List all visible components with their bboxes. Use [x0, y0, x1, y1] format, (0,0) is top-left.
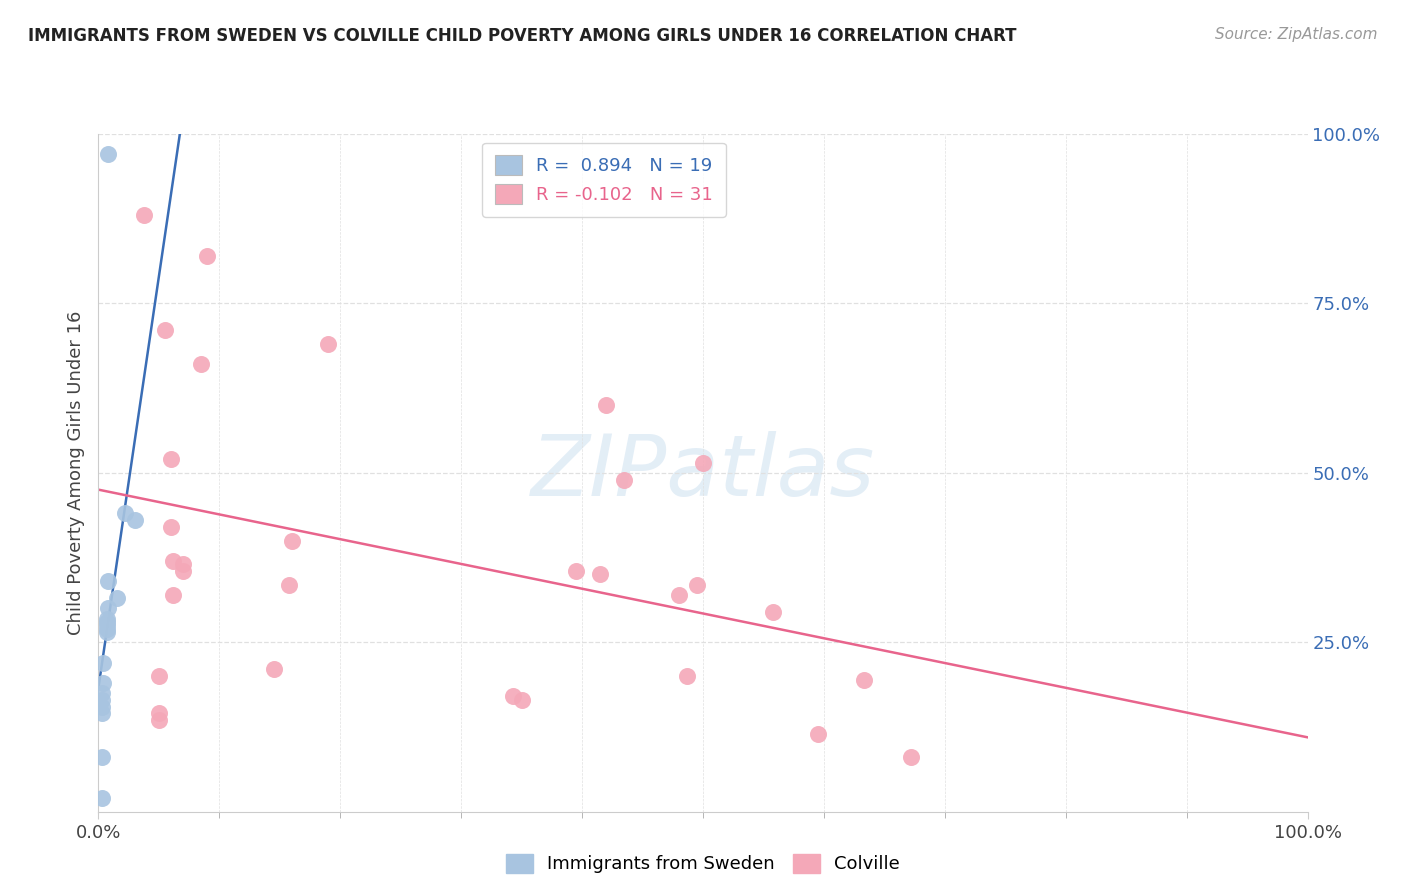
- Point: [91, 693, 114, 707]
- Point: [91, 686, 114, 700]
- Point: [676, 669, 699, 683]
- Point: [148, 669, 170, 683]
- Point: [195, 249, 218, 263]
- Point: [91, 750, 114, 764]
- Point: [263, 662, 285, 676]
- Point: [190, 357, 212, 371]
- Point: [900, 750, 922, 764]
- Point: [762, 605, 785, 619]
- Point: [148, 713, 170, 727]
- Point: [96, 625, 118, 640]
- Point: [316, 337, 339, 351]
- Text: IMMIGRANTS FROM SWEDEN VS COLVILLE CHILD POVERTY AMONG GIRLS UNDER 16 CORRELATIO: IMMIGRANTS FROM SWEDEN VS COLVILLE CHILD…: [28, 27, 1017, 45]
- Point: [565, 564, 588, 578]
- Point: [686, 577, 709, 591]
- Point: [162, 554, 184, 568]
- Point: [807, 727, 830, 741]
- Point: [96, 615, 118, 629]
- Point: [668, 588, 690, 602]
- Point: [160, 452, 183, 467]
- Point: [692, 456, 714, 470]
- Point: [91, 676, 114, 690]
- Y-axis label: Child Poverty Among Girls Under 16: Child Poverty Among Girls Under 16: [66, 310, 84, 635]
- Point: [91, 791, 114, 805]
- Point: [97, 601, 120, 615]
- Point: [510, 693, 533, 707]
- Point: [613, 473, 636, 487]
- Point: [105, 591, 128, 606]
- Point: [96, 622, 118, 636]
- Point: [148, 706, 170, 721]
- Point: [97, 574, 120, 589]
- Point: [595, 398, 617, 412]
- Point: [124, 513, 146, 527]
- Point: [281, 533, 304, 548]
- Point: [153, 323, 176, 337]
- Point: [852, 673, 875, 687]
- Point: [162, 588, 184, 602]
- Point: [91, 699, 114, 714]
- Point: [91, 706, 114, 721]
- Point: [96, 618, 118, 632]
- Point: [96, 611, 118, 625]
- Point: [172, 558, 194, 572]
- Legend: Immigrants from Sweden, Colville: Immigrants from Sweden, Colville: [499, 847, 907, 880]
- Point: [160, 520, 183, 534]
- Point: [114, 507, 136, 521]
- Point: [589, 567, 612, 582]
- Text: Source: ZipAtlas.com: Source: ZipAtlas.com: [1215, 27, 1378, 42]
- Point: [91, 656, 114, 670]
- Point: [502, 690, 524, 704]
- Point: [97, 147, 120, 161]
- Text: ZIPatlas: ZIPatlas: [531, 431, 875, 515]
- Point: [134, 208, 156, 222]
- Point: [278, 577, 301, 591]
- Point: [172, 564, 194, 578]
